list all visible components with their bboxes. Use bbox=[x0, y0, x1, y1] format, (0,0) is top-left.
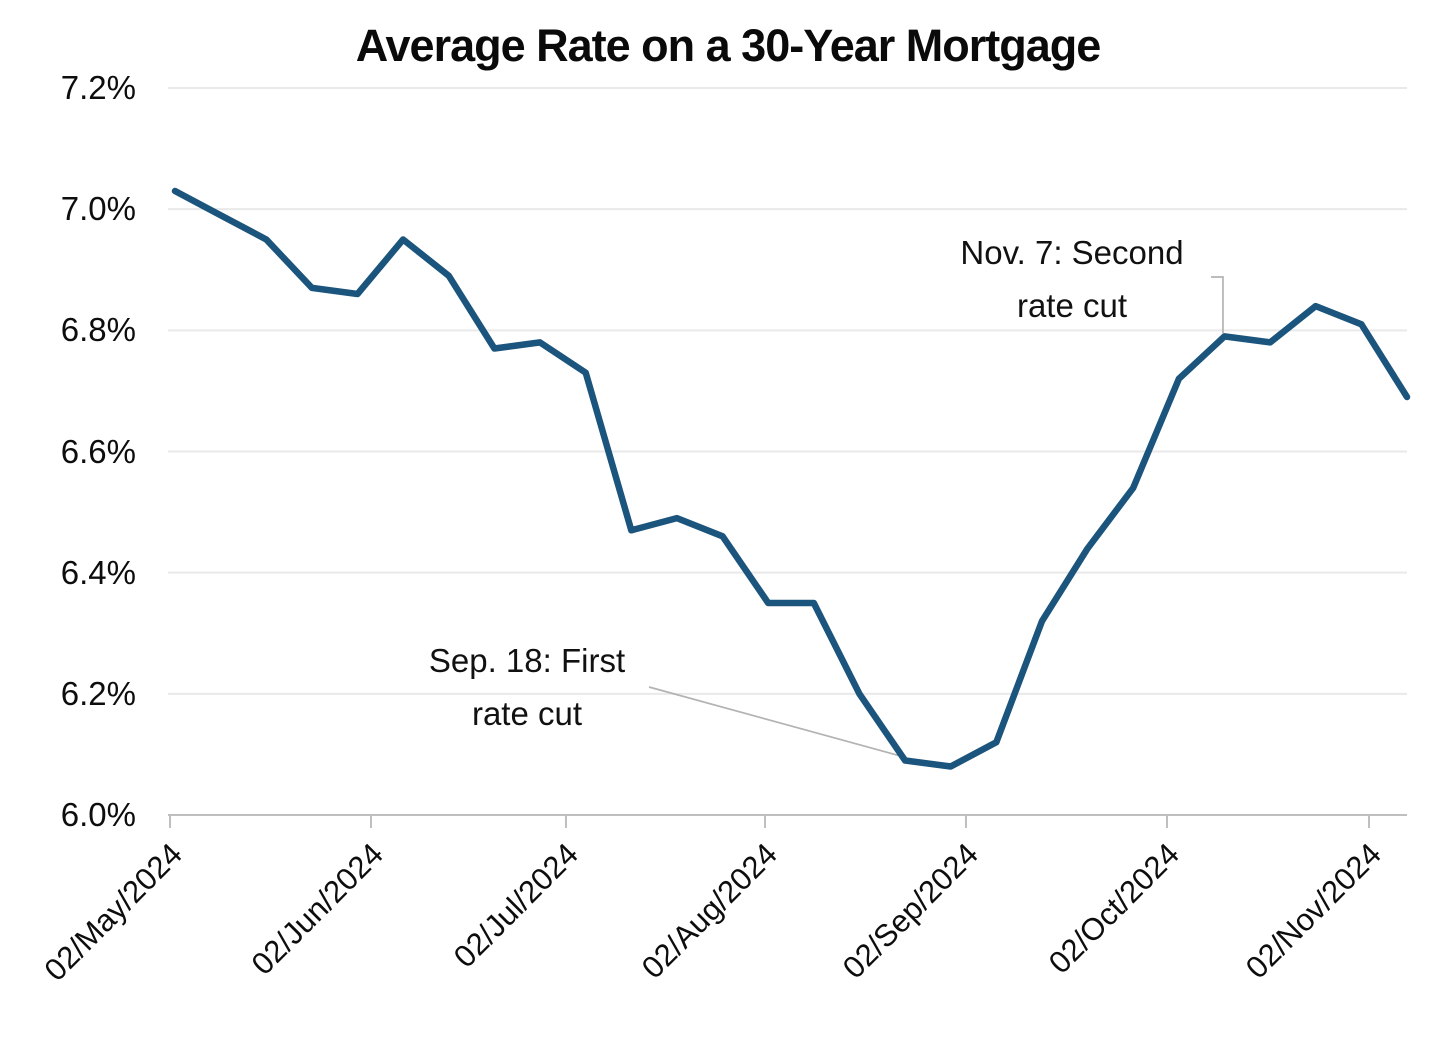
y-axis-label: 6.4% bbox=[60, 553, 136, 591]
annotation-first-rate-cut: Sep. 18: First rate cut bbox=[337, 634, 717, 740]
x-axis-label: 02/Nov/2024 bbox=[1239, 836, 1388, 985]
x-axis-label: 02/Jul/2024 bbox=[447, 836, 585, 974]
annotation-second-rate-cut-line2: rate cut bbox=[1016, 287, 1128, 324]
annotation-first-rate-cut-line2: rate cut bbox=[471, 695, 583, 732]
annotation-connector-second bbox=[1211, 276, 1224, 334]
annotation-second-rate-cut-line1: Nov. 7: Second bbox=[960, 234, 1184, 271]
y-axis-label: 6.2% bbox=[60, 674, 136, 712]
x-axis-label: 02/Jun/2024 bbox=[245, 836, 390, 981]
annotation-connector-first bbox=[648, 686, 903, 758]
annotation-first-rate-cut-line1: Sep. 18: First bbox=[428, 642, 626, 679]
x-axis-label: 02/Sep/2024 bbox=[836, 836, 985, 985]
y-axis-label: 7.2% bbox=[60, 69, 136, 106]
chart-title: Average Rate on a 30-Year Mortgage bbox=[355, 20, 1102, 71]
y-axis-label: 7.0% bbox=[60, 190, 136, 228]
x-axis-label: 02/Oct/2024 bbox=[1042, 836, 1186, 980]
x-axis-label: 02/May/2024 bbox=[37, 836, 188, 987]
annotation-second-rate-cut: Nov. 7: Second rate cut bbox=[882, 226, 1262, 332]
mortgage-rate-line bbox=[171, 187, 1411, 770]
x-axis-label: 02/Aug/2024 bbox=[635, 836, 784, 985]
y-axis-label: 6.6% bbox=[60, 432, 136, 470]
y-axis-label: 6.8% bbox=[60, 311, 136, 349]
y-axis-label: 6.0% bbox=[60, 796, 136, 833]
